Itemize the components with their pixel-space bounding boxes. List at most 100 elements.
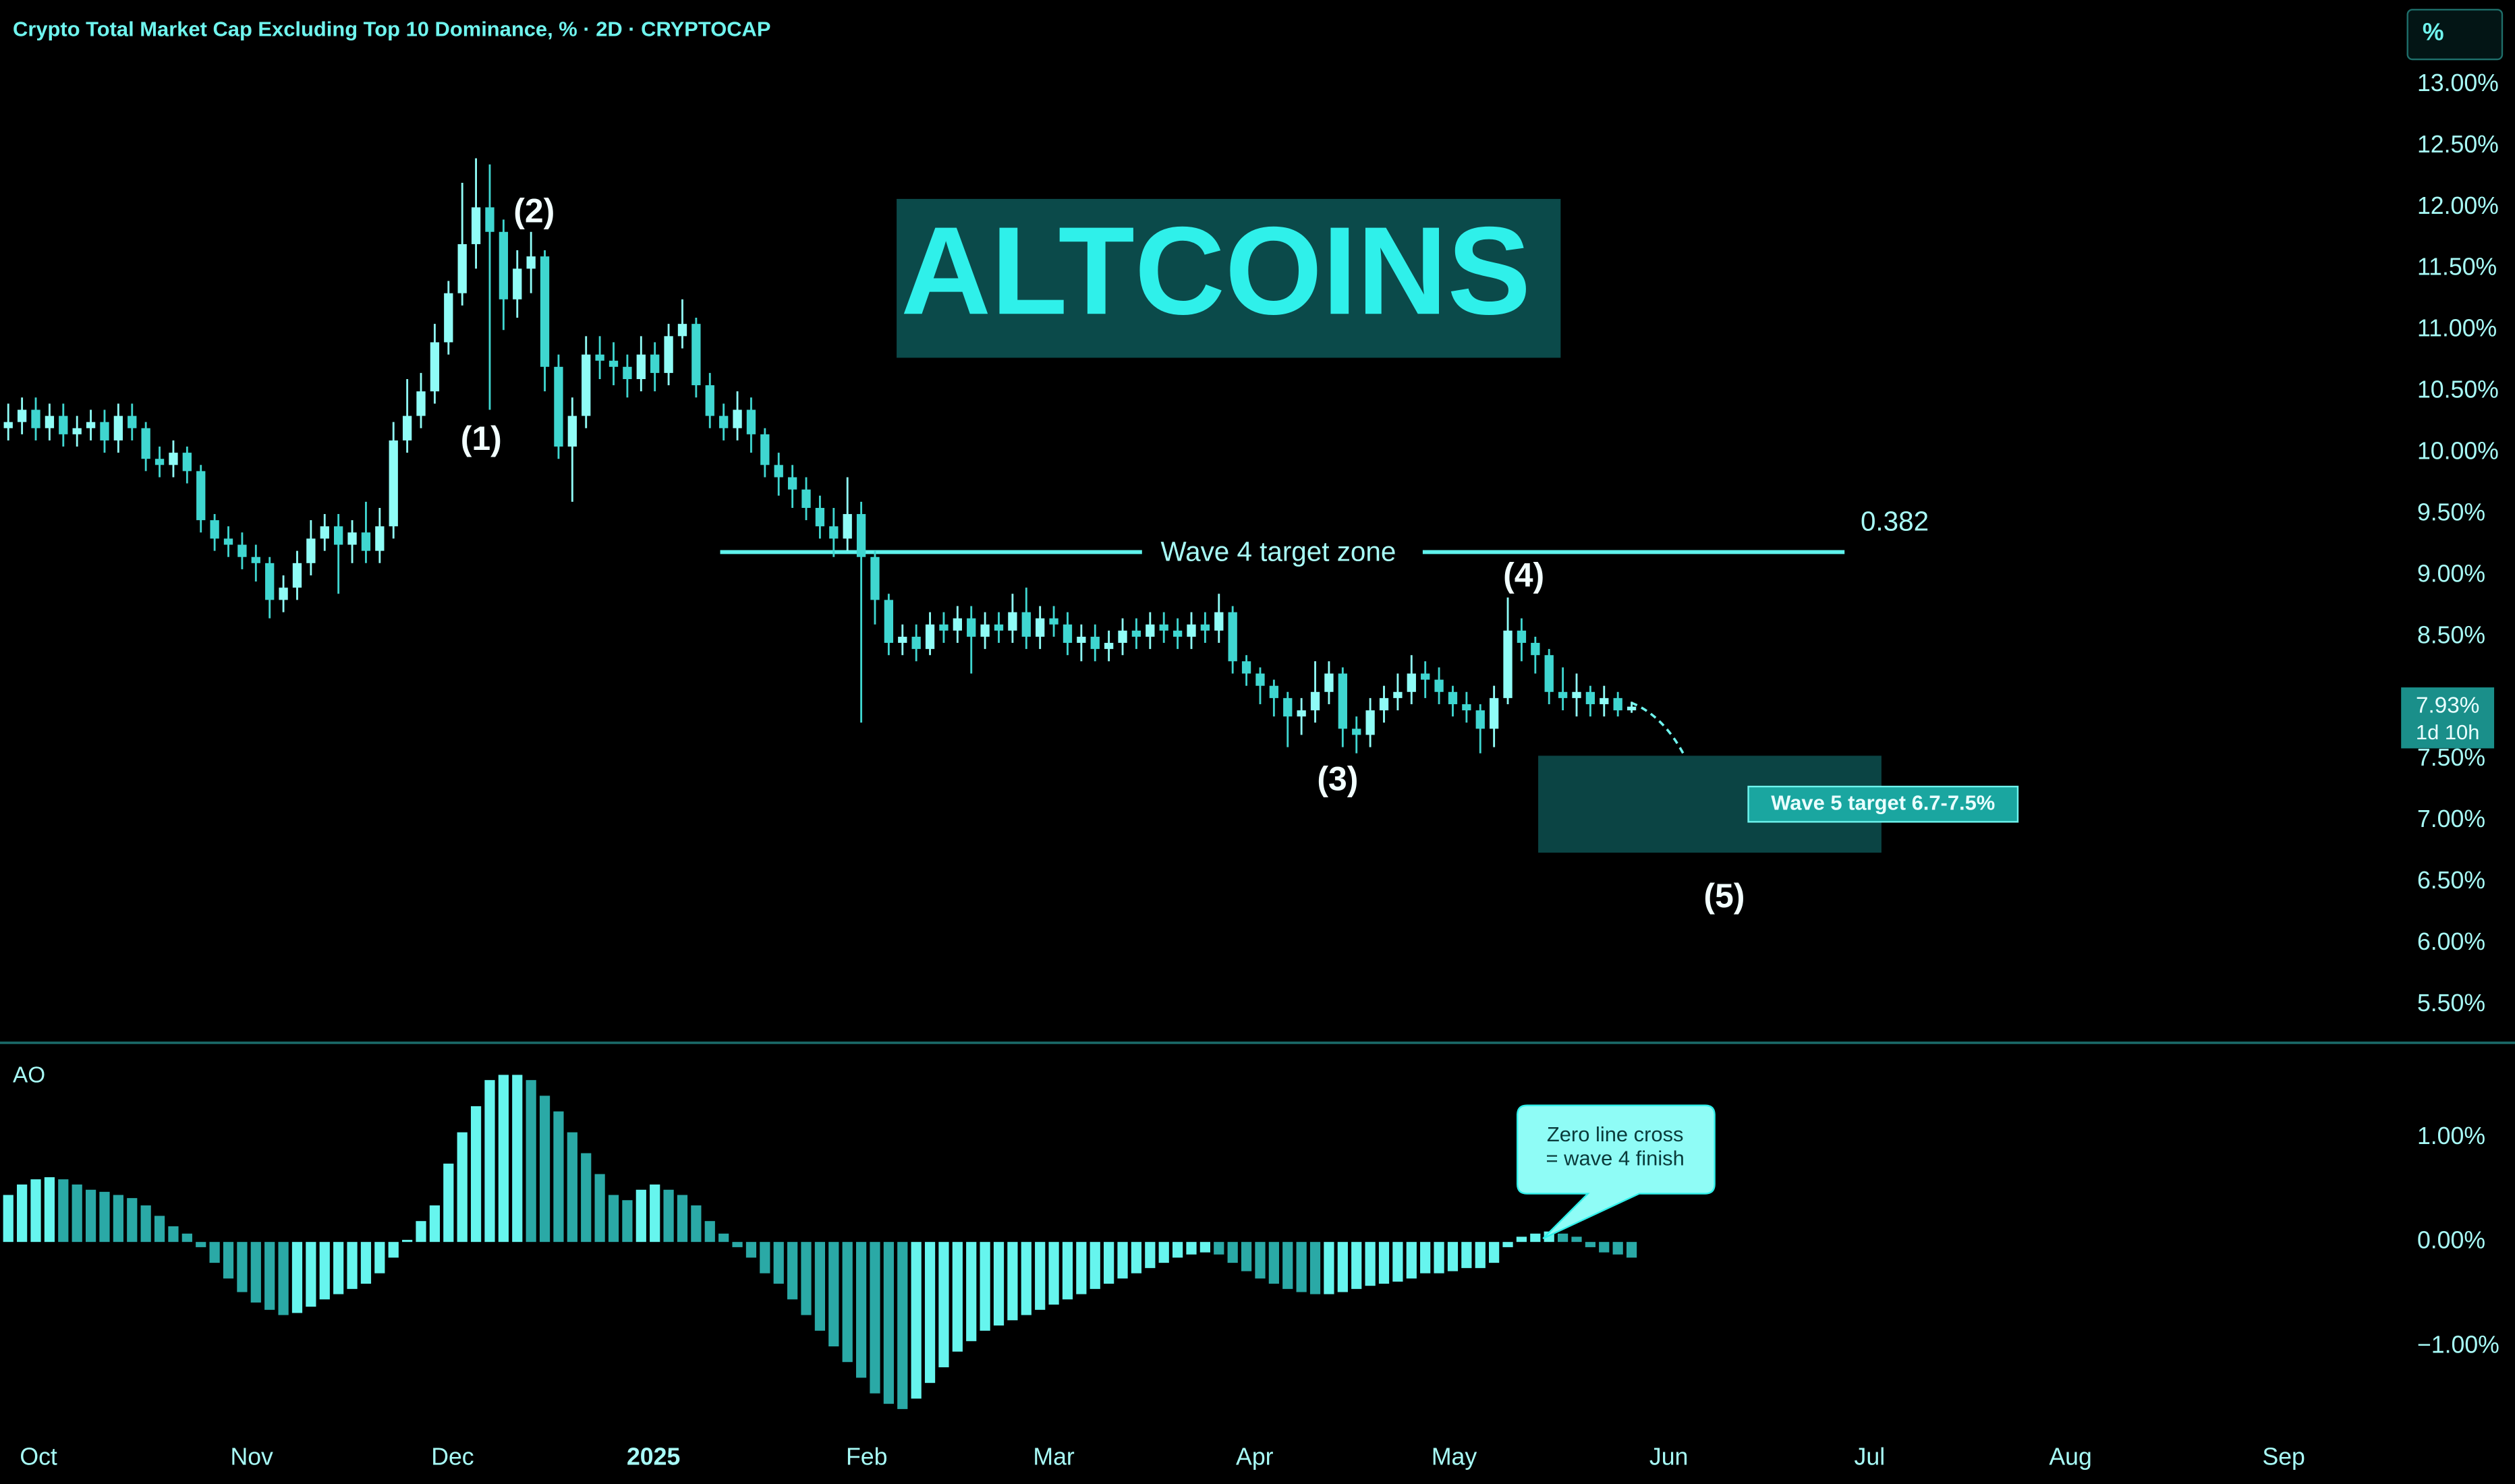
candle-body <box>499 231 509 299</box>
y-tick-label: 12.50% <box>2417 131 2499 158</box>
ao-bar <box>870 1242 880 1394</box>
candle-body <box>1269 685 1279 698</box>
unit-button[interactable] <box>2406 9 2504 61</box>
candle-body <box>457 244 467 293</box>
candle-body <box>567 416 577 447</box>
ao-bar <box>209 1242 220 1263</box>
ao-bar <box>1324 1242 1334 1294</box>
candle-body <box>1008 612 1017 631</box>
ao-bar <box>1186 1242 1197 1255</box>
ao-bar <box>1571 1236 1582 1243</box>
candle-body <box>1365 710 1375 735</box>
ao-bar <box>44 1177 55 1243</box>
ao-bar <box>526 1080 536 1243</box>
headline: ALTCOINS <box>901 201 1531 341</box>
y-tick-label: 12.00% <box>2417 192 2499 219</box>
ao-bar <box>1309 1242 1321 1294</box>
target-label: Wave 5 target 6.7-7.5% <box>1771 791 1995 814</box>
ao-bar <box>196 1242 206 1247</box>
ao-bar <box>443 1164 454 1243</box>
fib-label: 0.382 <box>1861 505 1929 536</box>
ao-bar <box>1090 1242 1100 1289</box>
y-tick-label: 13.00% <box>2417 69 2499 96</box>
x-tick-label: Apr <box>1236 1443 1274 1470</box>
ao-bar <box>1062 1242 1073 1300</box>
wave-label: (1) <box>461 420 502 457</box>
candle-body <box>279 588 288 600</box>
candle-body <box>31 409 40 428</box>
ao-bar <box>306 1242 316 1307</box>
ao-bar <box>1296 1242 1307 1292</box>
candle-body <box>1283 697 1293 717</box>
countdown: 1d 10h <box>2416 720 2480 744</box>
plot-area: Wave 5 target 6.7-7.5% Wave 4 target zone… <box>3 158 2019 1409</box>
candle-body <box>870 556 880 600</box>
ao-bar <box>1282 1242 1293 1289</box>
candle-body <box>1558 691 1568 698</box>
ao-bar <box>1489 1242 1500 1263</box>
x-tick-label: Oct <box>20 1443 57 1470</box>
ao-bar <box>1337 1242 1348 1292</box>
candle-body <box>1049 618 1058 625</box>
candle-body <box>733 409 742 428</box>
ao-bar <box>732 1242 743 1247</box>
candle-body <box>664 336 673 373</box>
ao-bar <box>402 1240 413 1243</box>
ao-bar <box>814 1242 826 1331</box>
ao-bar <box>938 1242 949 1367</box>
y-tick-label: 10.00% <box>2417 438 2499 465</box>
ao-bar <box>1365 1242 1376 1286</box>
ao-bar <box>1227 1242 1238 1263</box>
candle-body <box>1021 612 1031 637</box>
candle-body <box>361 532 371 551</box>
candle-body <box>416 391 426 416</box>
wave-label: (5) <box>1703 877 1745 915</box>
unit-label: % <box>2423 18 2444 45</box>
y-tick-label: 9.50% <box>2417 498 2485 525</box>
candle-body <box>980 624 990 637</box>
candle-body <box>1393 691 1403 698</box>
ao-bar <box>539 1095 550 1243</box>
ao-bar <box>168 1226 179 1243</box>
candle-body <box>774 465 783 478</box>
wave-label: (2) <box>513 192 555 230</box>
candle-body <box>1421 673 1430 680</box>
headline-box <box>897 198 1561 358</box>
ao-bar <box>30 1179 41 1243</box>
candle-body <box>1627 706 1637 711</box>
ao-bar <box>1599 1242 1610 1253</box>
ao-bar <box>512 1075 523 1243</box>
ao-bar <box>635 1189 646 1243</box>
candle-body <box>59 416 68 434</box>
candle-body <box>128 416 137 428</box>
ao-bar <box>85 1189 96 1243</box>
ao-bar <box>622 1200 633 1243</box>
candle-body <box>650 354 660 373</box>
candle-body <box>1462 704 1471 711</box>
ao-bar <box>801 1242 812 1315</box>
ao-bar <box>1268 1242 1279 1284</box>
candle-body <box>141 428 150 459</box>
candle-body <box>1214 612 1224 631</box>
candle-body <box>72 428 82 434</box>
ao-bar <box>1104 1242 1114 1284</box>
ao-bar <box>1145 1242 1156 1268</box>
candle-body <box>1036 618 1045 637</box>
ao-bar <box>1158 1242 1169 1263</box>
callout-bubble <box>1516 1104 1716 1240</box>
ao-bar <box>1076 1242 1087 1294</box>
ao-bar <box>1021 1242 1032 1315</box>
candle-body <box>237 544 247 557</box>
callout-text: = wave 4 finish <box>1546 1147 1685 1170</box>
ao-bar <box>663 1189 674 1243</box>
ao-bar <box>360 1242 372 1284</box>
candle-body <box>1159 624 1168 631</box>
x-tick-label: Jul <box>1855 1443 1886 1470</box>
candle-body <box>45 416 55 428</box>
candle-body <box>251 556 260 563</box>
y-tick-label: 11.00% <box>2417 315 2497 342</box>
ao-bar <box>374 1242 385 1274</box>
candle-body <box>375 526 385 551</box>
y-tick-label: 7.50% <box>2417 744 2485 771</box>
candle-body <box>691 324 701 386</box>
